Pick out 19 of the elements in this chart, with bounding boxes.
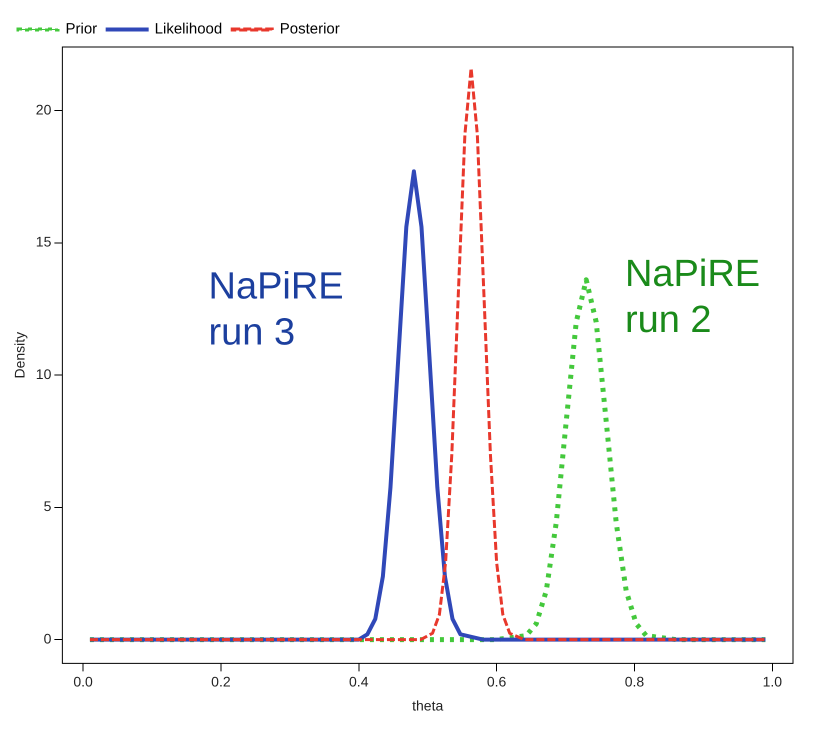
annotation: NaPiRE run 2	[624, 253, 760, 342]
x-tick-label: 0.4	[349, 674, 369, 690]
x-tick-label: 1.0	[762, 674, 782, 690]
y-tick-label: 10	[36, 366, 52, 382]
x-axis-title: theta	[412, 697, 444, 714]
y-axis-title: Density	[11, 332, 28, 379]
legend-label: Prior	[66, 20, 98, 38]
x-tick-label: 0.6	[486, 674, 507, 690]
y-tick-label: 0	[44, 630, 52, 646]
legend-label: Posterior	[280, 20, 340, 38]
x-tick-label: 0.0	[73, 674, 93, 690]
line-series	[88, 66, 767, 642]
y-tick-label: 5	[44, 498, 52, 514]
x-tick-label: 0.8	[624, 674, 644, 690]
legend-label: Likelihood	[154, 20, 222, 38]
y-tick-label: 20	[36, 101, 52, 118]
x-tick-label: 0.2	[211, 674, 231, 690]
annotation: NaPiRE run 3	[208, 265, 344, 354]
y-tick-label: 15	[36, 234, 52, 250]
